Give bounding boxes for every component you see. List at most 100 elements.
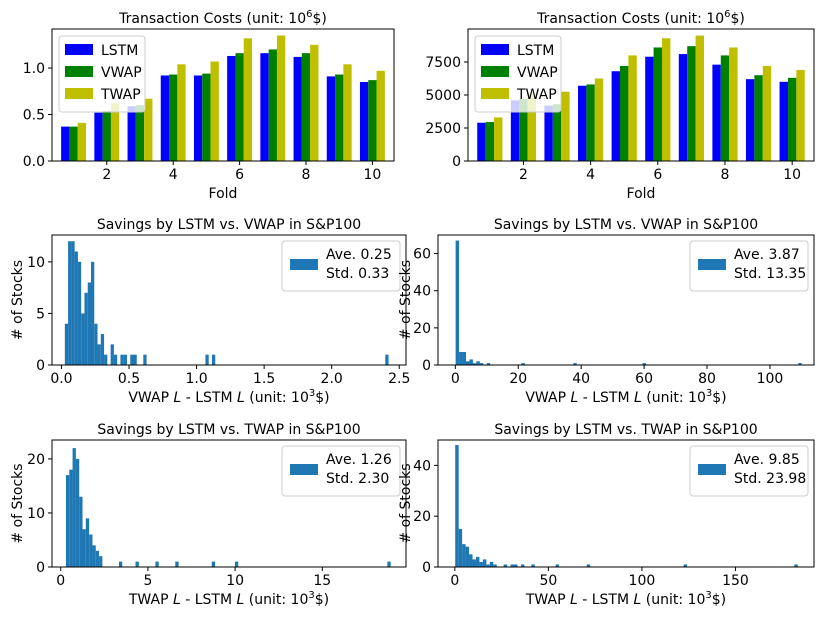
title-text: Savings by LSTM vs. TWAP in S&P100 bbox=[494, 422, 757, 438]
histogram-bin bbox=[475, 556, 480, 567]
y-axis-label: # of Stocks bbox=[10, 463, 26, 543]
y-tick-label: 1.0 bbox=[23, 61, 45, 77]
bar-vwap-fold-1 bbox=[69, 126, 78, 161]
y-tick-label: 10 bbox=[27, 255, 45, 271]
histogram-bin bbox=[642, 363, 646, 365]
x-tick-label: 8 bbox=[302, 167, 311, 183]
bar-twap-fold-10 bbox=[796, 69, 805, 161]
chart-panel-5: 0 5 10 15 0 10 20 TWAP L - LSTM L (unit: 103$) #… bbox=[10, 422, 407, 608]
histogram-bin bbox=[155, 561, 159, 567]
x-tick-label: 4 bbox=[169, 167, 178, 183]
legend-label-vwap: VWAP bbox=[101, 65, 142, 81]
histogram-bin bbox=[110, 344, 114, 365]
histogram-bin bbox=[479, 561, 483, 567]
title-text: Savings by LSTM vs. VWAP in S&P100 bbox=[494, 217, 758, 233]
xlabel-part: TWAP bbox=[525, 592, 570, 608]
histogram-bin bbox=[476, 361, 480, 365]
histogram-bin bbox=[94, 323, 98, 365]
legend-swatch bbox=[290, 464, 318, 475]
bar-lstm-fold-9 bbox=[326, 76, 336, 161]
x-axis-label: VWAP L - LSTM L (unit: 103$) bbox=[128, 388, 329, 406]
histogram-bin bbox=[92, 545, 96, 567]
histogram-bin bbox=[75, 458, 80, 567]
histogram-bin bbox=[555, 564, 560, 567]
y-tick-label: 20 bbox=[413, 321, 431, 337]
xlabel-superscript: 3 bbox=[705, 590, 711, 601]
bar-vwap-fold-7 bbox=[268, 49, 277, 162]
histogram-bin bbox=[211, 354, 216, 365]
plot-frame-4 bbox=[437, 234, 815, 366]
y-tick-label: 0 bbox=[452, 154, 461, 170]
legend-box bbox=[689, 240, 809, 292]
x-tick-label: 100 bbox=[757, 371, 784, 387]
bar-vwap-fold-6 bbox=[235, 53, 244, 161]
histogram-bin bbox=[113, 354, 118, 365]
legend-average: Ave. 3.87 bbox=[734, 247, 800, 263]
y-tick-label: 0 bbox=[422, 560, 431, 576]
xlabel-part: VWAP bbox=[128, 390, 173, 406]
x-tick-label: 60 bbox=[635, 371, 653, 387]
histogram-bin bbox=[794, 564, 798, 567]
histogram-bin bbox=[387, 561, 391, 567]
y-tick-label: 5 bbox=[36, 306, 45, 322]
bar-lstm-fold-6 bbox=[645, 56, 654, 161]
bar-twap-fold-6 bbox=[661, 38, 671, 161]
bar-vwap-fold-7 bbox=[687, 46, 696, 161]
legend-label-lstm: LSTM bbox=[517, 43, 554, 59]
chart-title-6: Savings by LSTM vs. TWAP in S&P100 bbox=[494, 422, 757, 438]
histogram-bin bbox=[81, 313, 85, 365]
x-tick-label: 100 bbox=[629, 573, 656, 589]
bar-vwap-fold-10 bbox=[787, 77, 797, 161]
bar-lstm-fold-5 bbox=[193, 75, 203, 161]
y-tick-label: 20 bbox=[27, 452, 45, 468]
legend-swatch-lstm bbox=[481, 44, 509, 55]
x-tick-label: 1.0 bbox=[185, 371, 207, 387]
legend-average: Ave. 0.25 bbox=[326, 247, 392, 263]
chart-title-1: Transaction Costs (unit: 106$) bbox=[118, 9, 327, 27]
bar-lstm-fold-9 bbox=[745, 79, 755, 161]
legend-swatch bbox=[290, 259, 318, 270]
histogram-bin bbox=[573, 363, 577, 365]
x-axis-label: Fold bbox=[209, 186, 238, 202]
bar-vwap-fold-3 bbox=[552, 104, 562, 161]
bar-twap-fold-6 bbox=[243, 38, 253, 161]
xlabel-part: TWAP bbox=[128, 592, 173, 608]
histogram-bin bbox=[469, 554, 473, 567]
histogram-bin bbox=[211, 561, 216, 567]
bar-vwap-fold-10 bbox=[368, 80, 377, 161]
histogram-bin bbox=[64, 323, 69, 365]
bar-vwap-fold-8 bbox=[720, 55, 730, 161]
legend-swatch-twap bbox=[65, 88, 93, 99]
histogram-bin bbox=[234, 561, 239, 567]
y-tick-label: 0 bbox=[36, 358, 45, 374]
plot-frame-6 bbox=[437, 439, 815, 568]
title-text: Transaction Costs (unit: 10 bbox=[118, 11, 306, 27]
title-tail: $) bbox=[312, 11, 326, 27]
title-text: Savings by LSTM vs. VWAP in S&P100 bbox=[97, 217, 361, 233]
legend: Ave. 9.85 Std. 23.98 bbox=[689, 445, 809, 497]
x-tick-label: 80 bbox=[698, 371, 716, 387]
xlabel-part: (unit: 10 bbox=[245, 390, 309, 406]
histogram-bin bbox=[100, 334, 105, 365]
histogram-bin bbox=[130, 354, 134, 365]
xlabel-superscript: 3 bbox=[308, 590, 314, 601]
histogram-bin bbox=[479, 363, 484, 365]
histogram-bin bbox=[205, 354, 209, 365]
y-tick-label: 20 bbox=[413, 509, 431, 525]
bar-twap-fold-1 bbox=[494, 117, 503, 161]
legend-label-twap: TWAP bbox=[100, 87, 141, 103]
histogram-bin bbox=[472, 559, 476, 567]
bar-twap-fold-5 bbox=[210, 61, 219, 161]
x-tick-label: 40 bbox=[572, 371, 590, 387]
histogram-bin bbox=[97, 344, 101, 365]
legend-swatch-vwap bbox=[65, 66, 93, 77]
y-axis-label: # of Stocks bbox=[398, 260, 414, 340]
histogram-bin bbox=[82, 529, 86, 567]
legend-box bbox=[281, 240, 401, 292]
legend-label-lstm: LSTM bbox=[101, 43, 138, 59]
histogram-bin bbox=[77, 261, 82, 365]
histogram-bin bbox=[489, 561, 494, 567]
legend: Ave. 3.87 Std. 13.35 bbox=[689, 240, 809, 292]
histogram-bin bbox=[90, 261, 95, 365]
bar-twap-fold-7 bbox=[276, 35, 286, 161]
